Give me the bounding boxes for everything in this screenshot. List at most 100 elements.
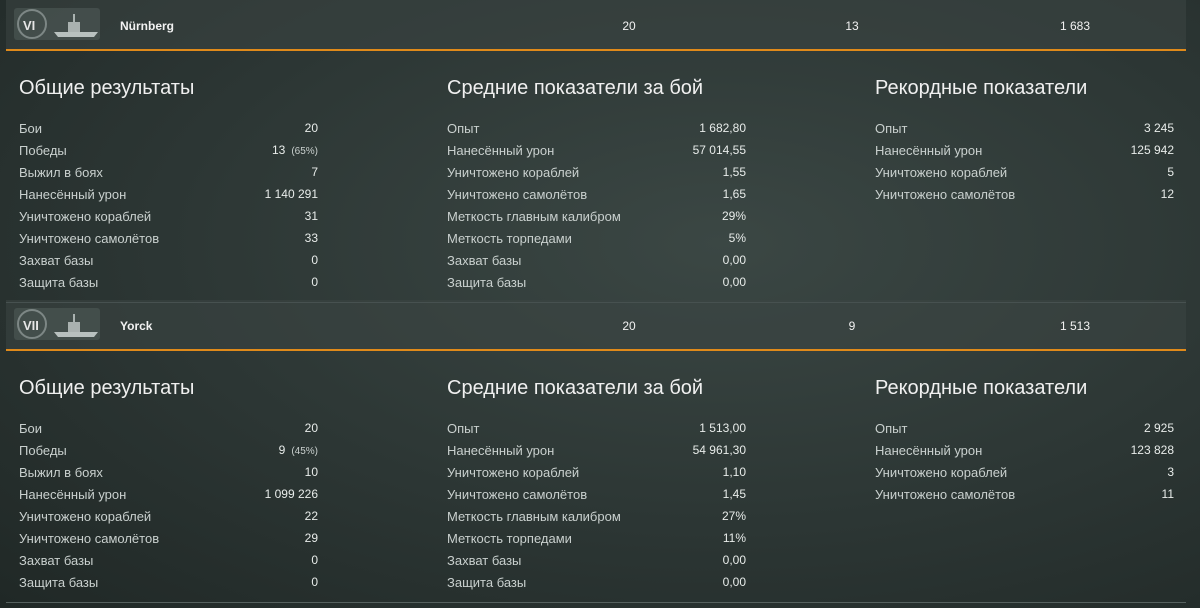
row-label: Защита базы xyxy=(447,575,527,590)
value-text: 11 xyxy=(1161,487,1174,501)
value-text: 29 xyxy=(304,531,318,545)
row-value: 22 xyxy=(19,509,318,523)
row-label: Опыт xyxy=(875,421,908,436)
section-title: Рекордные показатели xyxy=(875,77,1088,99)
row-value: 0 xyxy=(19,275,318,289)
ship-name: Yorck xyxy=(120,319,153,333)
value-text: 0 xyxy=(311,253,318,267)
row-value: 20 xyxy=(19,421,318,435)
row-label: Уничтожено самолётов xyxy=(19,231,160,246)
row-value: 1,55 xyxy=(447,165,746,179)
value-text: 20 xyxy=(304,421,318,435)
row-label: Меткость торпедами xyxy=(447,231,572,246)
value-text: 3 xyxy=(1167,465,1174,479)
value-text: 1,45 xyxy=(722,487,746,501)
row-label: Уничтожено кораблей xyxy=(875,165,1008,180)
row-label: Нанесённый урон xyxy=(875,443,983,458)
value-text: 2 925 xyxy=(1143,421,1174,435)
section-title: Рекордные показатели xyxy=(875,377,1088,399)
row-label: Захват базы xyxy=(447,553,522,568)
header-value: 9 xyxy=(848,319,856,333)
row-label: Меткость торпедами xyxy=(447,531,572,546)
value-text: 0,00 xyxy=(722,275,746,289)
row-value: 9 (45%) xyxy=(19,443,318,457)
row-label: Выжил в боях xyxy=(19,465,103,480)
value-text: 10 xyxy=(304,465,318,479)
row-label: Нанесённый урон xyxy=(19,487,127,502)
row-value: 11% xyxy=(447,531,746,545)
row-value: 57 014,55 xyxy=(447,143,746,157)
value-text: 1,55 xyxy=(722,165,746,179)
value-text: 7 xyxy=(311,165,318,179)
row-value: 2 925 xyxy=(875,421,1174,435)
row-label: Уничтожено кораблей xyxy=(19,209,152,224)
ship-header: VII Yorck 20 9 1 513 xyxy=(6,300,1186,351)
row-value: 29% xyxy=(447,209,746,223)
value-text: 29% xyxy=(721,209,746,223)
row-label: Победы xyxy=(19,443,67,458)
row-label: Нанесённый урон xyxy=(875,143,983,158)
value-text: 0,00 xyxy=(722,575,746,589)
row-label: Уничтожено самолётов xyxy=(875,487,1016,502)
row-label: Уничтожено самолётов xyxy=(875,187,1016,202)
row-label: Уничтожено самолётов xyxy=(19,531,160,546)
value-text: 33 xyxy=(304,231,318,245)
value-text: 1 682,80 xyxy=(699,121,746,135)
row-value: 3 245 xyxy=(875,121,1174,135)
header-value: 20 xyxy=(622,19,636,33)
row-value: 3 xyxy=(875,465,1174,479)
row-value: 0,00 xyxy=(447,575,746,589)
row-label: Бои xyxy=(19,121,43,136)
ship-name: Nürnberg xyxy=(120,19,174,33)
row-label: Меткость главным калибром xyxy=(447,509,621,524)
row-value: 12 xyxy=(875,187,1174,201)
row-value: 0 xyxy=(19,553,318,567)
row-value: 29 xyxy=(19,531,318,545)
value-text: 57 014,55 xyxy=(692,143,746,157)
row-label: Победы xyxy=(19,143,67,158)
row-label: Опыт xyxy=(875,121,908,136)
ship-block: VI Nürnberg 20 13 1 683 Общие результаты Бои 20… xyxy=(6,0,1186,300)
value-text: 12 xyxy=(1160,187,1174,201)
row-label: Защита базы xyxy=(19,275,99,290)
row-value: 123 828 xyxy=(875,443,1174,457)
row-label: Уничтожено самолётов xyxy=(447,487,588,502)
ship-icon xyxy=(14,308,100,340)
row-value: 1,10 xyxy=(447,465,746,479)
row-value: 13 (65%) xyxy=(19,143,318,157)
value-text: 54 961,30 xyxy=(692,443,746,457)
row-label: Нанесённый урон xyxy=(447,143,555,158)
row-label: Бои xyxy=(19,421,43,436)
value-text: 5 xyxy=(1167,165,1174,179)
value-text: 125 942 xyxy=(1130,143,1174,157)
row-value: 1 140 291 xyxy=(19,187,318,201)
row-label: Уничтожено кораблей xyxy=(875,465,1008,480)
row-label: Уничтожено самолётов xyxy=(447,187,588,202)
row-value: 31 xyxy=(19,209,318,223)
header-value: 20 xyxy=(622,319,636,333)
value-text: 0,00 xyxy=(722,553,746,567)
row-label: Захват базы xyxy=(447,253,522,268)
separator xyxy=(6,602,1186,603)
value-text: 1 099 226 xyxy=(264,487,318,501)
value-text: 1 140 291 xyxy=(264,187,318,201)
row-value: 5 xyxy=(875,165,1174,179)
header-value: 1 513 xyxy=(1059,319,1091,333)
value-text: 0 xyxy=(311,575,318,589)
row-label: Выжил в боях xyxy=(19,165,103,180)
row-label: Захват базы xyxy=(19,253,94,268)
value-text: 1,65 xyxy=(722,187,746,201)
row-value: 0,00 xyxy=(447,553,746,567)
row-label: Уничтожено кораблей xyxy=(19,509,152,524)
value-text: 1 513,00 xyxy=(699,421,746,435)
section-title: Средние показатели за бой xyxy=(447,77,704,99)
ship-header: VI Nürnberg 20 13 1 683 xyxy=(6,0,1186,51)
ship-icon xyxy=(14,8,100,40)
row-label: Нанесённый урон xyxy=(447,443,555,458)
row-label: Защита базы xyxy=(447,275,527,290)
row-label: Опыт xyxy=(447,121,480,136)
row-value: 1,45 xyxy=(447,487,746,501)
value-note: (65%) xyxy=(291,146,318,157)
row-value: 20 xyxy=(19,121,318,135)
